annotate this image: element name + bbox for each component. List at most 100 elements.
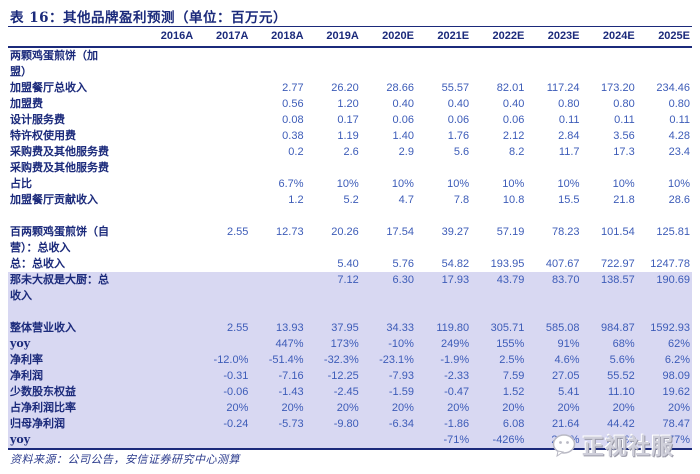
column-header-2016a: 2016A xyxy=(140,28,196,48)
row-label: 占比 xyxy=(10,177,32,190)
value-cell-2017a: -0.06 xyxy=(195,384,251,400)
column-header-2020e: 2020E xyxy=(360,28,416,48)
value-cell-2019a xyxy=(305,432,361,450)
value-cell-2025e: 10% xyxy=(667,178,690,190)
value-cell-2016a xyxy=(140,256,195,272)
row-label: 盟） xyxy=(10,65,32,78)
value-cell-2020e xyxy=(361,47,416,64)
value-cell-2019a: 0.17 xyxy=(337,114,359,126)
value-cell-2019a: 20% xyxy=(305,400,361,416)
value-cell-2017a xyxy=(195,272,251,288)
value-cell-2022e: 8.2 xyxy=(509,146,525,158)
value-cell-2021e: 39.27 xyxy=(441,226,470,238)
value-cell-2023e: 117.24 xyxy=(546,82,580,94)
table-row xyxy=(8,304,692,320)
value-cell-2022e xyxy=(471,304,527,320)
value-cell-2019a: 1.20 xyxy=(337,98,359,110)
row-label: yoy xyxy=(8,336,141,352)
value-cell-2023e xyxy=(526,304,582,320)
table-row: yoy -71% -426% 256% 105% 77% xyxy=(8,432,692,450)
value-cell-2016a xyxy=(140,112,195,128)
row-label: 加盟餐厅总收入 xyxy=(10,81,87,94)
value-cell-2018a xyxy=(250,64,305,80)
table-row: 那未大叔是大厨：总 7.12 6.30 17.93 43.79 83.70 138.57 19… xyxy=(8,272,692,288)
value-cell-2025e: 77% xyxy=(636,432,692,450)
row-label: 两颗鸡蛋煎饼（加 xyxy=(10,49,98,62)
value-cell-2017a xyxy=(195,112,250,128)
value-cell-2025e: 19.62 xyxy=(636,384,692,400)
title-rule xyxy=(8,26,692,27)
value-cell-2017a xyxy=(195,144,250,160)
value-cell-2017a: 2.55 xyxy=(226,226,249,238)
value-cell-2017a xyxy=(195,192,250,208)
table-row: 收入 xyxy=(8,288,692,304)
value-cell-2024e: 44.42 xyxy=(581,416,637,432)
value-cell-2021e: -1.9% xyxy=(415,352,472,368)
value-cell-2023e: 2.84 xyxy=(558,130,580,142)
value-cell-2023e: 27.05 xyxy=(526,368,582,384)
value-cell-2021e xyxy=(416,160,471,176)
value-cell-2023e: 20% xyxy=(526,400,582,416)
table-row: 盟） xyxy=(8,64,692,80)
value-cell-2024e xyxy=(582,240,637,256)
value-cell-2018a: -7.16 xyxy=(250,368,306,384)
value-cell-2024e: 11.10 xyxy=(581,384,637,400)
value-cell-2021e: 249% xyxy=(415,336,472,352)
value-cell-2024e: 138.57 xyxy=(581,272,637,288)
value-cell-2018a: 6.7% xyxy=(278,178,304,190)
value-cell-2021e: 0.40 xyxy=(447,98,470,110)
value-cell-2019a: 2.6 xyxy=(343,146,359,158)
value-cell-2016a xyxy=(140,432,196,450)
value-cell-2017a xyxy=(195,304,251,320)
value-cell-2016a xyxy=(140,288,196,304)
value-cell-2024e: 0.80 xyxy=(613,98,635,110)
value-cell-2018a: 447% xyxy=(250,336,306,352)
value-cell-2017a xyxy=(195,432,251,450)
column-header-2024e: 2024E xyxy=(581,28,637,48)
value-cell-2018a xyxy=(250,256,305,272)
value-cell-2018a: 20% xyxy=(250,400,306,416)
value-cell-2020e: 5.76 xyxy=(392,258,414,270)
value-cell-2022e: 2.5% xyxy=(471,352,527,368)
value-cell-2020e: -23.1% xyxy=(360,352,416,368)
value-cell-2020e: 2.9 xyxy=(398,146,414,158)
value-cell-2017a xyxy=(195,208,250,224)
value-cell-2021e: 1.76 xyxy=(447,130,470,142)
column-header-2021e: 2021E xyxy=(415,28,472,48)
value-cell-2021e: 0.06 xyxy=(447,114,470,126)
value-cell-2017a xyxy=(195,176,250,192)
value-cell-2023e xyxy=(526,47,581,64)
value-cell-2016a xyxy=(140,336,196,352)
table-row: 百两颗鸡蛋煎饼（自 2.55 12.73 20.26 17.54 39.27 57.19 78… xyxy=(8,224,692,240)
value-cell-2018a: 0.56 xyxy=(282,98,304,110)
value-cell-2020e: -7.93 xyxy=(360,368,416,384)
value-cell-2022e: 1.52 xyxy=(471,384,527,400)
value-cell-2023e: 91% xyxy=(526,336,582,352)
table-title: 表 16：其他品牌盈利预测（单位：百万元） xyxy=(10,10,287,26)
value-cell-2016a xyxy=(140,47,195,64)
header-empty-cell xyxy=(8,28,141,48)
value-cell-2018a: 0.08 xyxy=(282,114,304,126)
value-cell-2017a xyxy=(195,64,250,80)
value-cell-2022e xyxy=(471,160,526,176)
value-cell-2020e: 1.40 xyxy=(392,130,414,142)
value-cell-2016a xyxy=(140,272,196,288)
value-cell-2018a: 1.2 xyxy=(288,194,304,206)
row-label: 少数股东权益 xyxy=(8,384,141,400)
value-cell-2016a xyxy=(140,64,195,80)
table-row: 特许权使用费 0.38 1.19 1.40 1.76 2.12 2.84 3.56 4.28 xyxy=(8,128,692,144)
value-cell-2023e: 4.6% xyxy=(526,352,582,368)
value-cell-2016a xyxy=(140,224,195,240)
value-cell-2021e: 54.82 xyxy=(441,258,470,270)
value-cell-2020e: -1.59 xyxy=(360,384,416,400)
value-cell-2024e xyxy=(582,47,637,64)
value-cell-2024e: 55.52 xyxy=(581,368,637,384)
value-cell-2016a xyxy=(140,208,195,224)
value-cell-2019a xyxy=(306,47,361,64)
table-row: 两颗鸡蛋煎饼（加 xyxy=(8,47,692,64)
table-row: 净利润 -0.31 -7.16 -12.25 -7.93 -2.33 7.59 27.05 55… xyxy=(8,368,692,384)
table-row: 整体营业收入 2.55 13.93 37.95 34.33 119.80 305.71 585… xyxy=(8,320,692,336)
value-cell-2020e xyxy=(360,432,416,450)
value-cell-2024e xyxy=(582,64,637,80)
value-cell-2021e: 119.80 xyxy=(415,320,472,336)
